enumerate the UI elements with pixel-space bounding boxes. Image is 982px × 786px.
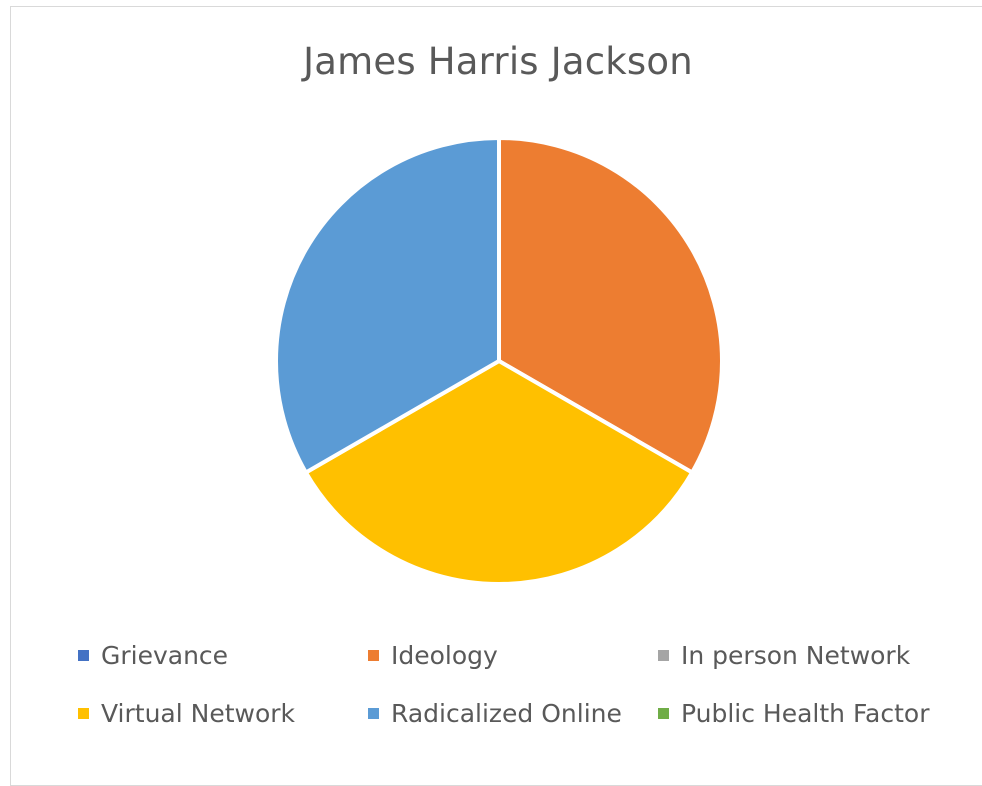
legend-swatch <box>368 649 379 661</box>
legend-swatch <box>368 707 379 719</box>
legend-label: Ideology <box>391 640 498 670</box>
pie-slice-ideology <box>497 136 724 475</box>
legend-swatch <box>658 707 669 719</box>
legend-label: Grievance <box>101 640 229 670</box>
legend-item-public-health-factor: Public Health Factor <box>658 697 930 729</box>
legend-item-radicalized-online: Radicalized Online <box>368 697 622 729</box>
legend-label: Virtual Network <box>101 698 296 728</box>
legend-swatch <box>78 649 89 661</box>
legend-swatch <box>658 649 669 661</box>
legend-item-virtual-network: Virtual Network <box>78 697 295 729</box>
legend-label: In person Network <box>681 640 911 670</box>
legend-label: Public Health Factor <box>681 698 930 728</box>
legend-swatch <box>78 707 89 719</box>
pie-slice-radicalized-online <box>274 136 501 475</box>
legend-label: Radicalized Online <box>391 698 622 728</box>
chart-title: James Harris Jackson <box>303 40 693 83</box>
legend-item-in-person-network: In person Network <box>658 639 910 671</box>
legend-item-grievance: Grievance <box>78 639 228 671</box>
legend-item-ideology: Ideology <box>368 639 498 671</box>
pie-chart <box>274 136 724 586</box>
